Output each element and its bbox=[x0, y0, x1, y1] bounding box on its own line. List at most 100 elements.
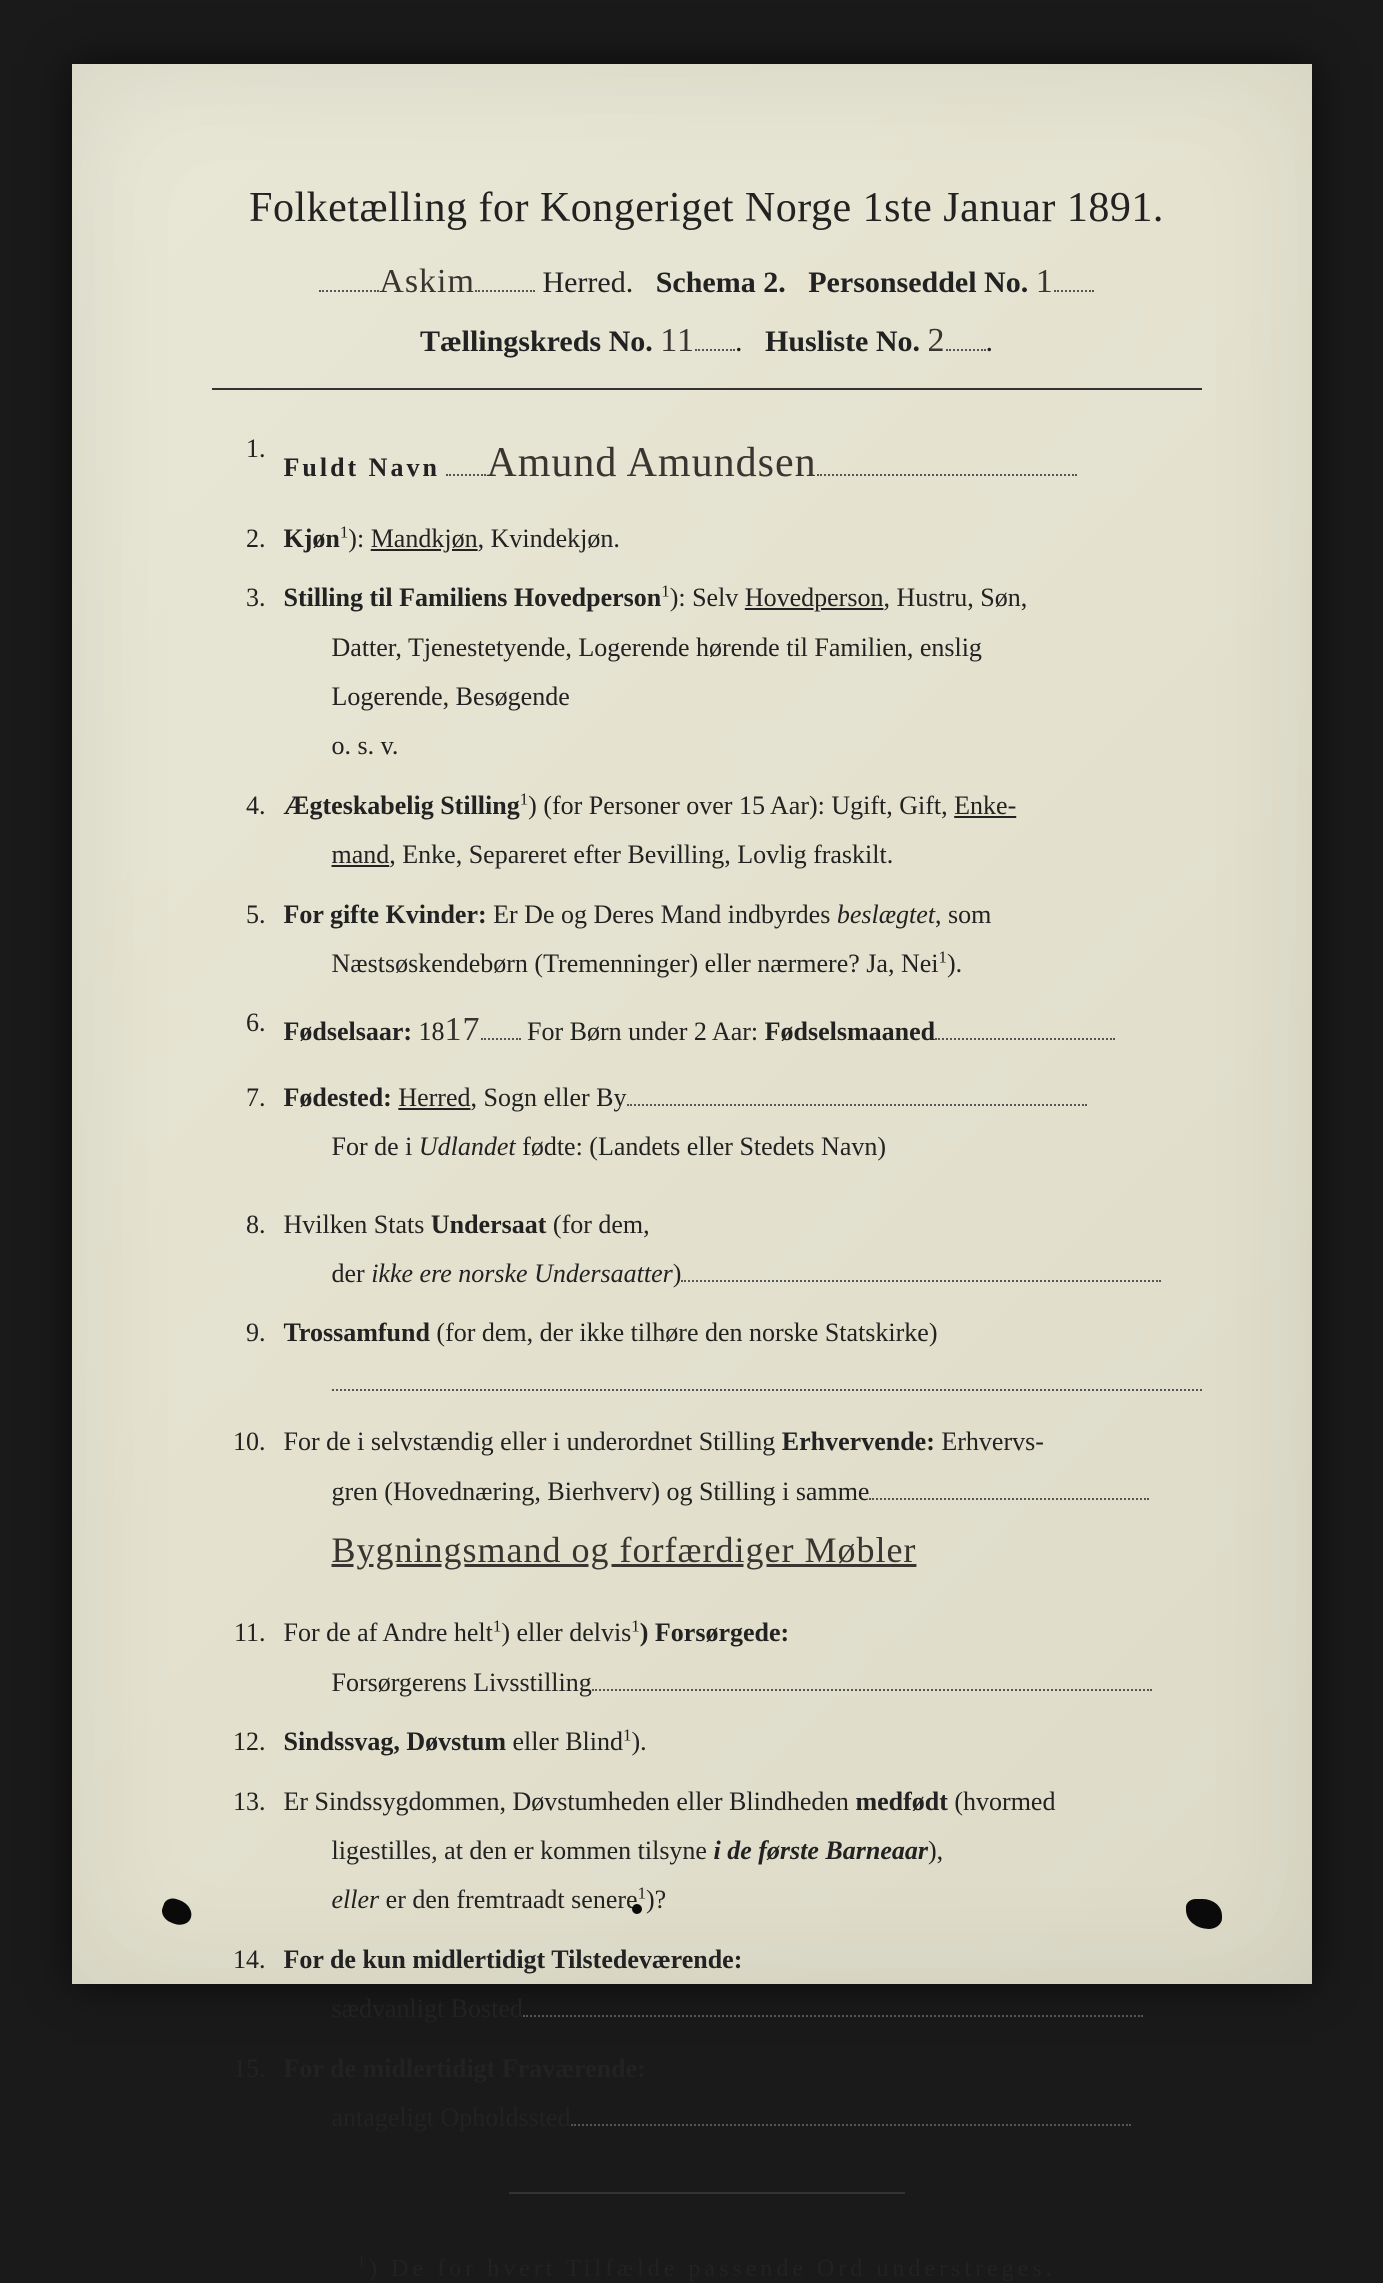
item-3-line2: Datter, Tjenestetyende, Logerende hørend… bbox=[284, 623, 1202, 672]
item-5-line2: Næstsøskendebørn (Tremenninger) eller næ… bbox=[332, 949, 939, 978]
item-1: 1. Fuldt Navn Amund Amundsen bbox=[212, 424, 1202, 504]
item-2: 2. Kjøn1): Mandkjøn, Kvindekjøn. bbox=[212, 514, 1202, 563]
item-13-eller: eller bbox=[332, 1885, 380, 1914]
item-2-num: 2. bbox=[212, 514, 284, 563]
item-13-2c: ), bbox=[928, 1836, 943, 1865]
item-4: 4. Ægteskabelig Stilling1) (for Personer… bbox=[212, 781, 1202, 880]
item-13-medfodt: medfødt bbox=[855, 1787, 947, 1816]
item-7-herred: Herred bbox=[398, 1083, 470, 1112]
footnote-text: ) De for hvert Tilfælde passende Ord und… bbox=[369, 2256, 1056, 2282]
ink-blot-icon bbox=[158, 1896, 194, 1929]
item-1-num: 1. bbox=[212, 424, 284, 504]
item-15-label: For de midlertidigt Fraværende: bbox=[284, 2054, 646, 2083]
footnote-sup: 1 bbox=[357, 2254, 369, 2271]
item-11-b: ) Forsørgede: bbox=[640, 1618, 789, 1647]
item-13-num: 13. bbox=[212, 1777, 284, 1925]
item-11-mid: ) eller delvis bbox=[501, 1618, 631, 1647]
item-8-c: (for dem, bbox=[546, 1210, 649, 1239]
census-form-paper: Folketælling for Kongeriget Norge 1ste J… bbox=[72, 64, 1312, 1984]
schema-label: Schema 2. bbox=[656, 266, 786, 299]
item-11: 11. For de af Andre helt1) eller delvis1… bbox=[212, 1608, 1202, 1707]
item-13: 13. Er Sindssygdommen, Døvstumheden elle… bbox=[212, 1777, 1202, 1925]
herred-label: Herred. bbox=[542, 266, 633, 299]
item-15-num: 15. bbox=[212, 2044, 284, 2143]
item-10-handwritten: Bygningsmand og forfærdiger Møbler bbox=[332, 1530, 917, 1570]
item-10-erhvervende: Erhvervende: bbox=[782, 1427, 935, 1456]
item-10-a: For de i selvstændig eller i underordnet… bbox=[284, 1427, 782, 1456]
header-row-1: Askim Herred. Schema 2. Personseddel No.… bbox=[212, 260, 1202, 301]
item-13-a: Er Sindssygdommen, Døvstumheden eller Bl… bbox=[284, 1787, 856, 1816]
item-14: 14. For de kun midlertidigt Tilstedevære… bbox=[212, 1935, 1202, 2034]
footnote-divider bbox=[509, 2192, 905, 2194]
item-7: 7. Fødested: Herred, Sogn eller By For d… bbox=[212, 1073, 1202, 1172]
item-9-rest: (for dem, der ikke tilhøre den norske St… bbox=[430, 1318, 938, 1347]
item-11-a: For de af Andre helt bbox=[284, 1618, 493, 1647]
item-8: 8. Hvilken Stats Undersaat (for dem, der… bbox=[212, 1200, 1202, 1299]
item-8-2c: ) bbox=[673, 1259, 682, 1288]
item-4-num: 4. bbox=[212, 781, 284, 880]
item-4-line2b: , Enke, Separeret efter Bevilling, Lovli… bbox=[389, 840, 893, 869]
ink-blot-icon bbox=[632, 1904, 642, 1914]
item-13-sup: 1 bbox=[638, 1884, 646, 1903]
item-6-label: Fødselsaar: bbox=[284, 1017, 413, 1046]
item-4-mand: mand bbox=[332, 840, 390, 869]
item-4-label: Ægteskabelig Stilling bbox=[284, 791, 520, 820]
item-14-label: For de kun midlertidigt Tilstedeværende: bbox=[284, 1945, 743, 1974]
form-body: 1. Fuldt Navn Amund Amundsen 2. Kjøn1): … bbox=[212, 424, 1202, 2142]
item-9-num: 9. bbox=[212, 1308, 284, 1407]
item-7-line2b: fødte: (Landets eller Stedets Navn) bbox=[516, 1132, 886, 1161]
item-3-label: Stilling til Familiens Hovedperson bbox=[284, 583, 662, 612]
item-14-num: 14. bbox=[212, 1935, 284, 2034]
item-3-rest: ): Selv bbox=[670, 583, 745, 612]
item-8-ikke: ikke ere norske Undersaatter bbox=[371, 1259, 673, 1288]
item-2-kvindekjon: Kvindekjøn. bbox=[491, 524, 620, 553]
item-13-barneaar: i de første Barneaar bbox=[713, 1836, 928, 1865]
item-10-line2: gren (Hovednæring, Bierhverv) og Stillin… bbox=[332, 1477, 870, 1506]
footnote: 1) De for hvert Tilfælde passende Ord un… bbox=[212, 2254, 1202, 2283]
item-11-sup2: 1 bbox=[631, 1617, 639, 1636]
item-6-mid: For Børn under 2 Aar: bbox=[521, 1017, 765, 1046]
item-11-line2: Forsørgerens Livsstilling bbox=[332, 1668, 592, 1697]
item-6-num: 6. bbox=[212, 998, 284, 1063]
item-7-udlandet: Udlandet bbox=[419, 1132, 516, 1161]
item-12-close: ). bbox=[631, 1727, 646, 1756]
item-15: 15. For de midlertidigt Fraværende: anta… bbox=[212, 2044, 1202, 2143]
item-4-mid: ) (for Personer over 15 Aar): Ugift, Gif… bbox=[528, 791, 954, 820]
item-3-line3: Logerende, Besøgende bbox=[284, 672, 1202, 721]
item-5-label: For gifte Kvinder: bbox=[284, 900, 487, 929]
item-5: 5. For gifte Kvinder: Er De og Deres Man… bbox=[212, 890, 1202, 989]
item-7-line2a: For de i bbox=[332, 1132, 419, 1161]
item-8-undersaat: Undersaat bbox=[431, 1210, 547, 1239]
item-14-line2: sædvanligt Bosted bbox=[332, 1994, 523, 2023]
item-2-label: Kjøn bbox=[284, 524, 340, 553]
item-7-label: Fødested: bbox=[284, 1083, 392, 1112]
husliste-no: 2 bbox=[928, 322, 946, 359]
herred-handwritten: Askim bbox=[379, 263, 475, 300]
item-12-label: Sindssvag, Døvstum bbox=[284, 1727, 507, 1756]
item-15-line2: antageligt Opholdssted bbox=[332, 2103, 571, 2132]
item-5-tail: , som bbox=[935, 900, 991, 929]
item-11-num: 11. bbox=[212, 1608, 284, 1707]
item-3-hovedperson: Hovedperson bbox=[745, 583, 884, 612]
item-8-2a: der bbox=[332, 1259, 372, 1288]
husliste-label: Husliste No. bbox=[765, 325, 920, 358]
item-3-line4: o. s. v. bbox=[284, 721, 1202, 770]
item-4-enke: Enke- bbox=[954, 791, 1016, 820]
item-13-3b: er den fremtraadt senere bbox=[379, 1885, 637, 1914]
item-8-num: 8. bbox=[212, 1200, 284, 1299]
item-13-2a: ligestilles, at den er kommen tilsyne bbox=[332, 1836, 714, 1865]
item-5-rest: Er De og Deres Mand indbyrdes bbox=[487, 900, 837, 929]
item-8-a: Hvilken Stats bbox=[284, 1210, 431, 1239]
item-5-close: ). bbox=[947, 949, 962, 978]
item-5-num: 5. bbox=[212, 890, 284, 989]
item-9-dotline bbox=[332, 1360, 1202, 1391]
item-10: 10. For de i selvstændig eller i underor… bbox=[212, 1417, 1202, 1584]
item-9: 9. Trossamfund (for dem, der ikke tilhør… bbox=[212, 1308, 1202, 1407]
item-12-num: 12. bbox=[212, 1717, 284, 1766]
item-3-num: 3. bbox=[212, 573, 284, 771]
item-2-comma: , bbox=[478, 524, 491, 553]
personseddel-label: Personseddel No. bbox=[808, 266, 1028, 299]
item-3: 3. Stilling til Familiens Hovedperson1):… bbox=[212, 573, 1202, 771]
item-4-sup: 1 bbox=[520, 789, 528, 808]
item-5-sup: 1 bbox=[939, 947, 947, 966]
